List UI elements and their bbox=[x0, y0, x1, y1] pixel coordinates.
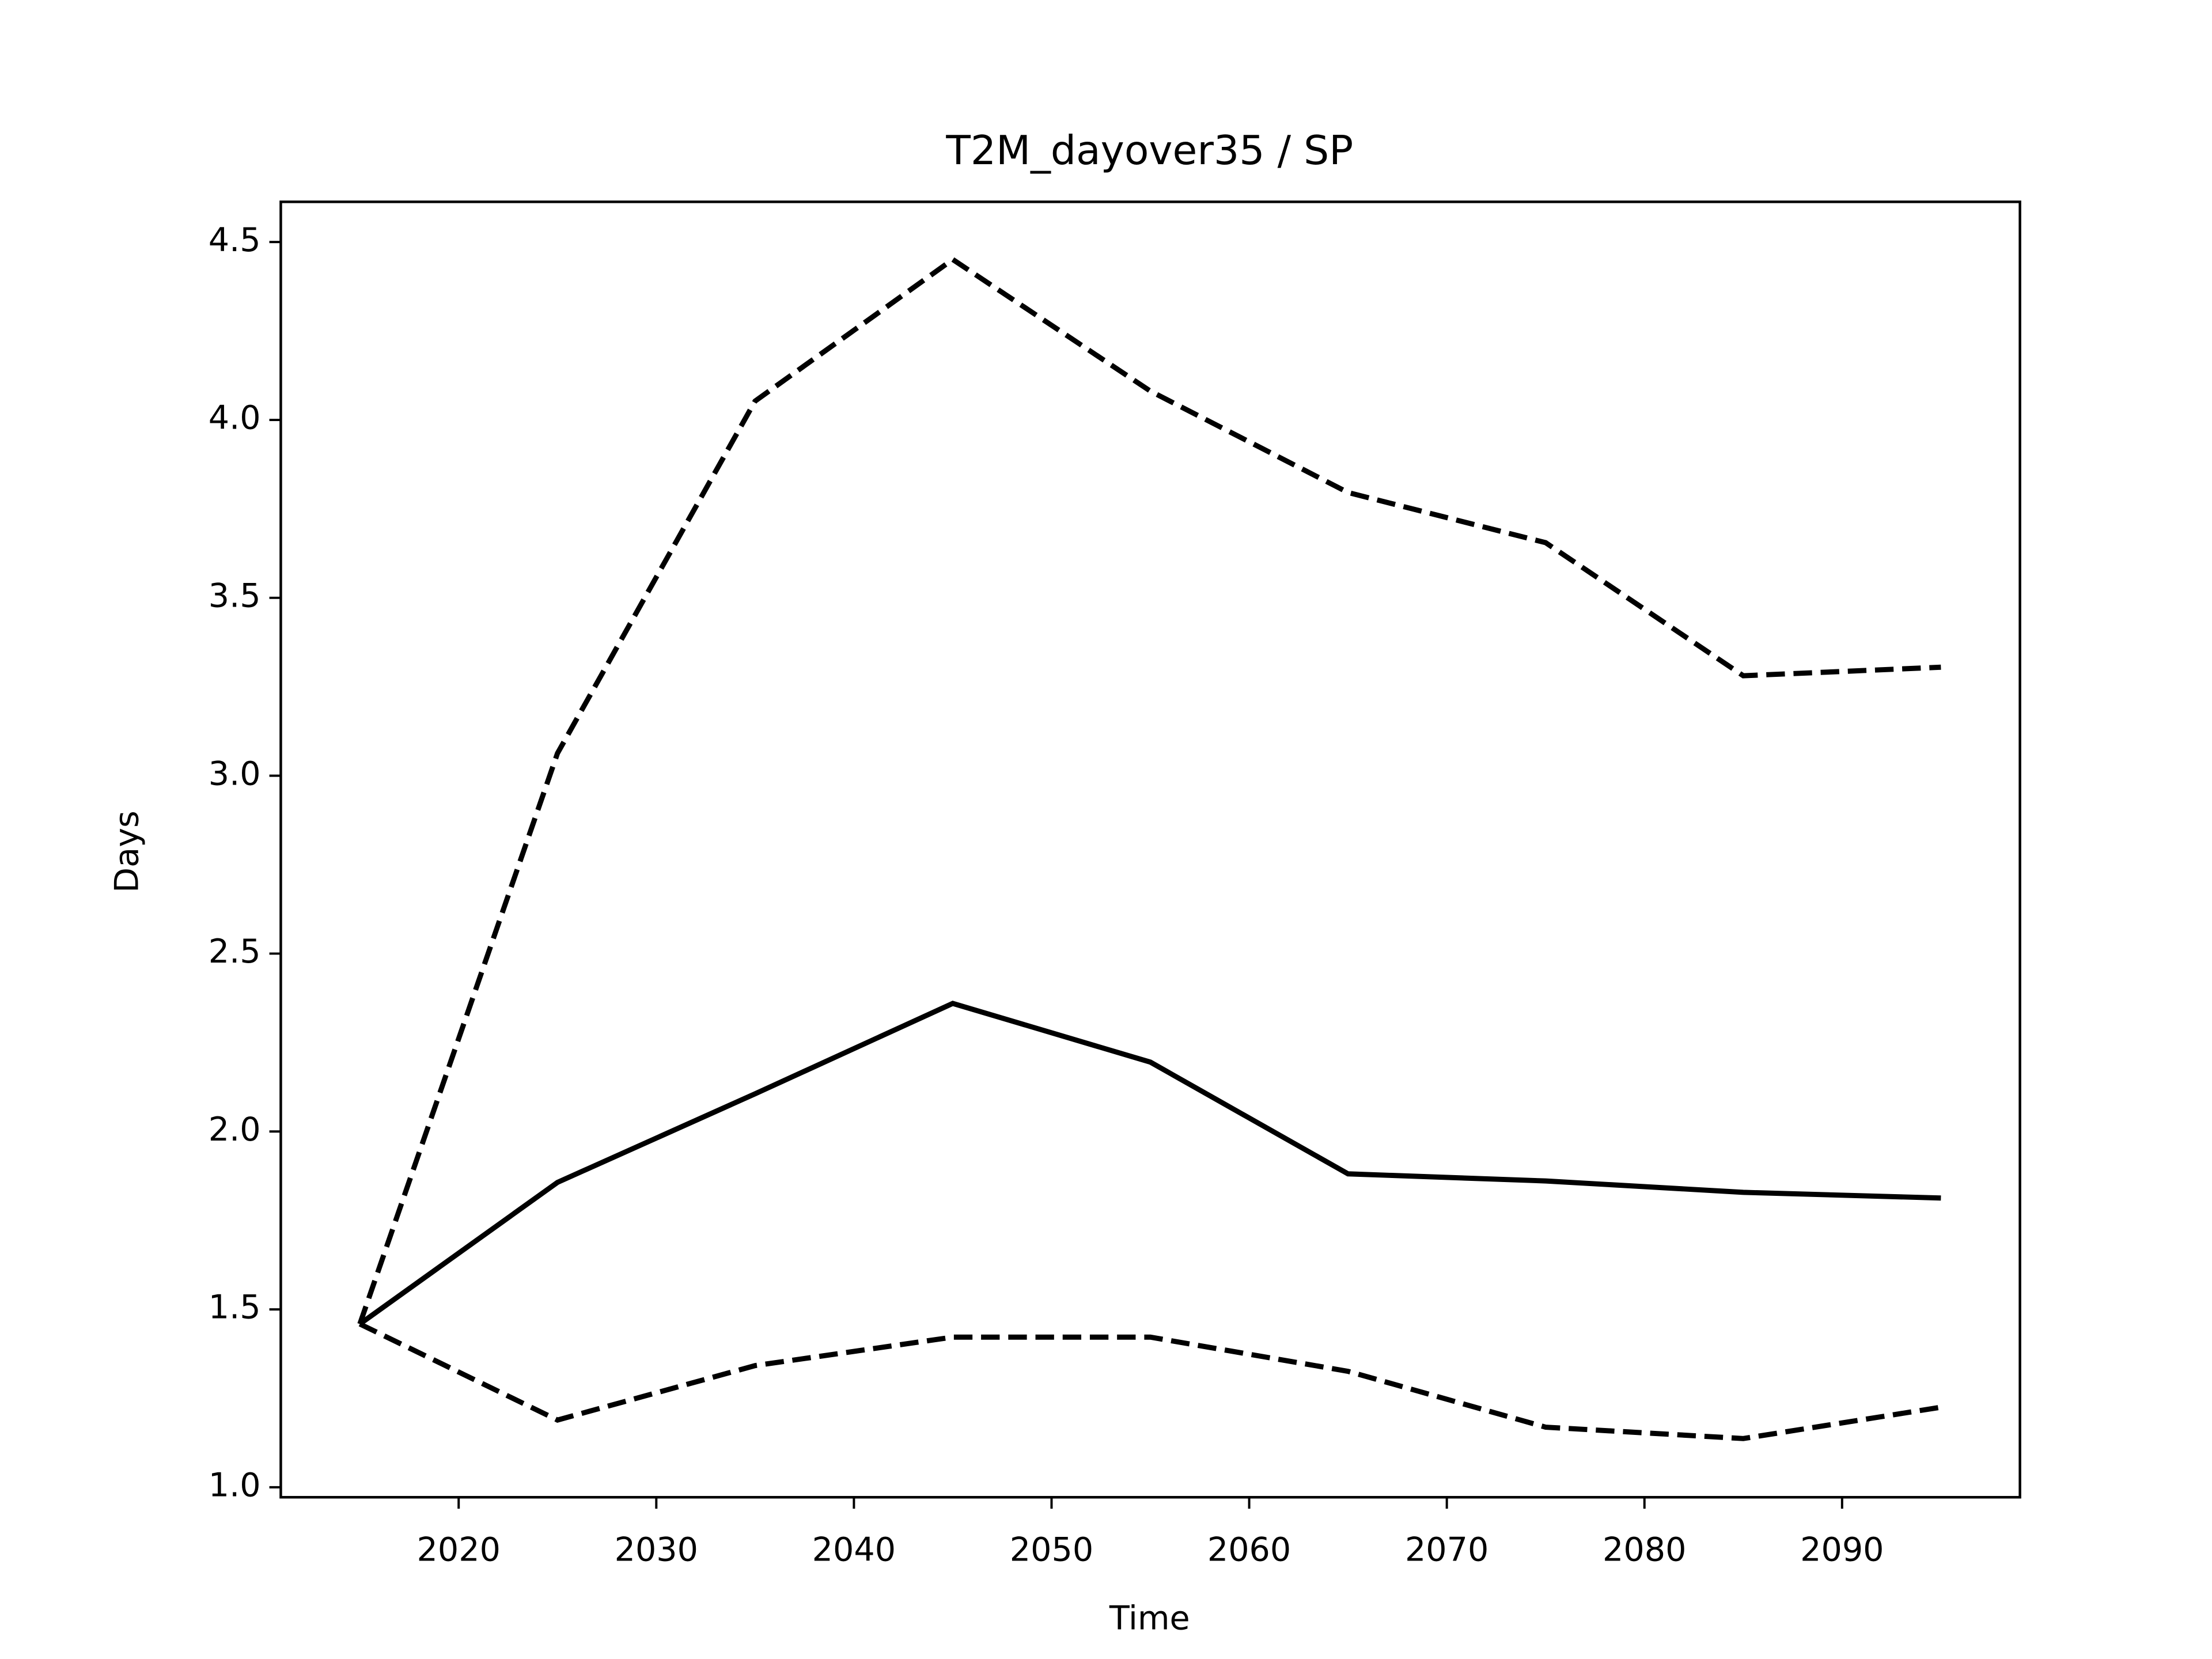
x-tick-label: 2020 bbox=[417, 1531, 501, 1569]
y-tick-label: 4.0 bbox=[209, 399, 261, 437]
x-tick-label: 2060 bbox=[1207, 1531, 1291, 1569]
y-tick-label: 2.5 bbox=[209, 933, 261, 971]
y-tick-label: 1.0 bbox=[209, 1467, 261, 1505]
y-axis-label: Days bbox=[108, 810, 146, 893]
y-tick-label: 2.0 bbox=[209, 1111, 261, 1149]
x-tick-label: 2050 bbox=[1010, 1531, 1093, 1569]
x-tick-label: 2040 bbox=[812, 1531, 896, 1569]
x-tick-label: 2090 bbox=[1800, 1531, 1884, 1569]
x-tick-label: 2080 bbox=[1603, 1531, 1686, 1569]
plot-frame bbox=[279, 200, 2021, 1499]
data-line bbox=[358, 1321, 1942, 1441]
y-tick-label: 3.5 bbox=[209, 577, 261, 615]
x-axis-label: Time bbox=[1109, 1600, 1190, 1638]
data-line bbox=[357, 256, 1941, 1325]
x-tick-label: 2030 bbox=[615, 1531, 698, 1569]
chart-title: T2M_dayover35 / SP bbox=[945, 127, 1353, 174]
y-tick-label: 1.5 bbox=[209, 1289, 261, 1327]
y-tick-label: 3.0 bbox=[209, 755, 261, 793]
x-tick-label: 2070 bbox=[1405, 1531, 1488, 1569]
y-tick-label: 4.5 bbox=[209, 221, 261, 259]
data-line bbox=[358, 1001, 1941, 1327]
